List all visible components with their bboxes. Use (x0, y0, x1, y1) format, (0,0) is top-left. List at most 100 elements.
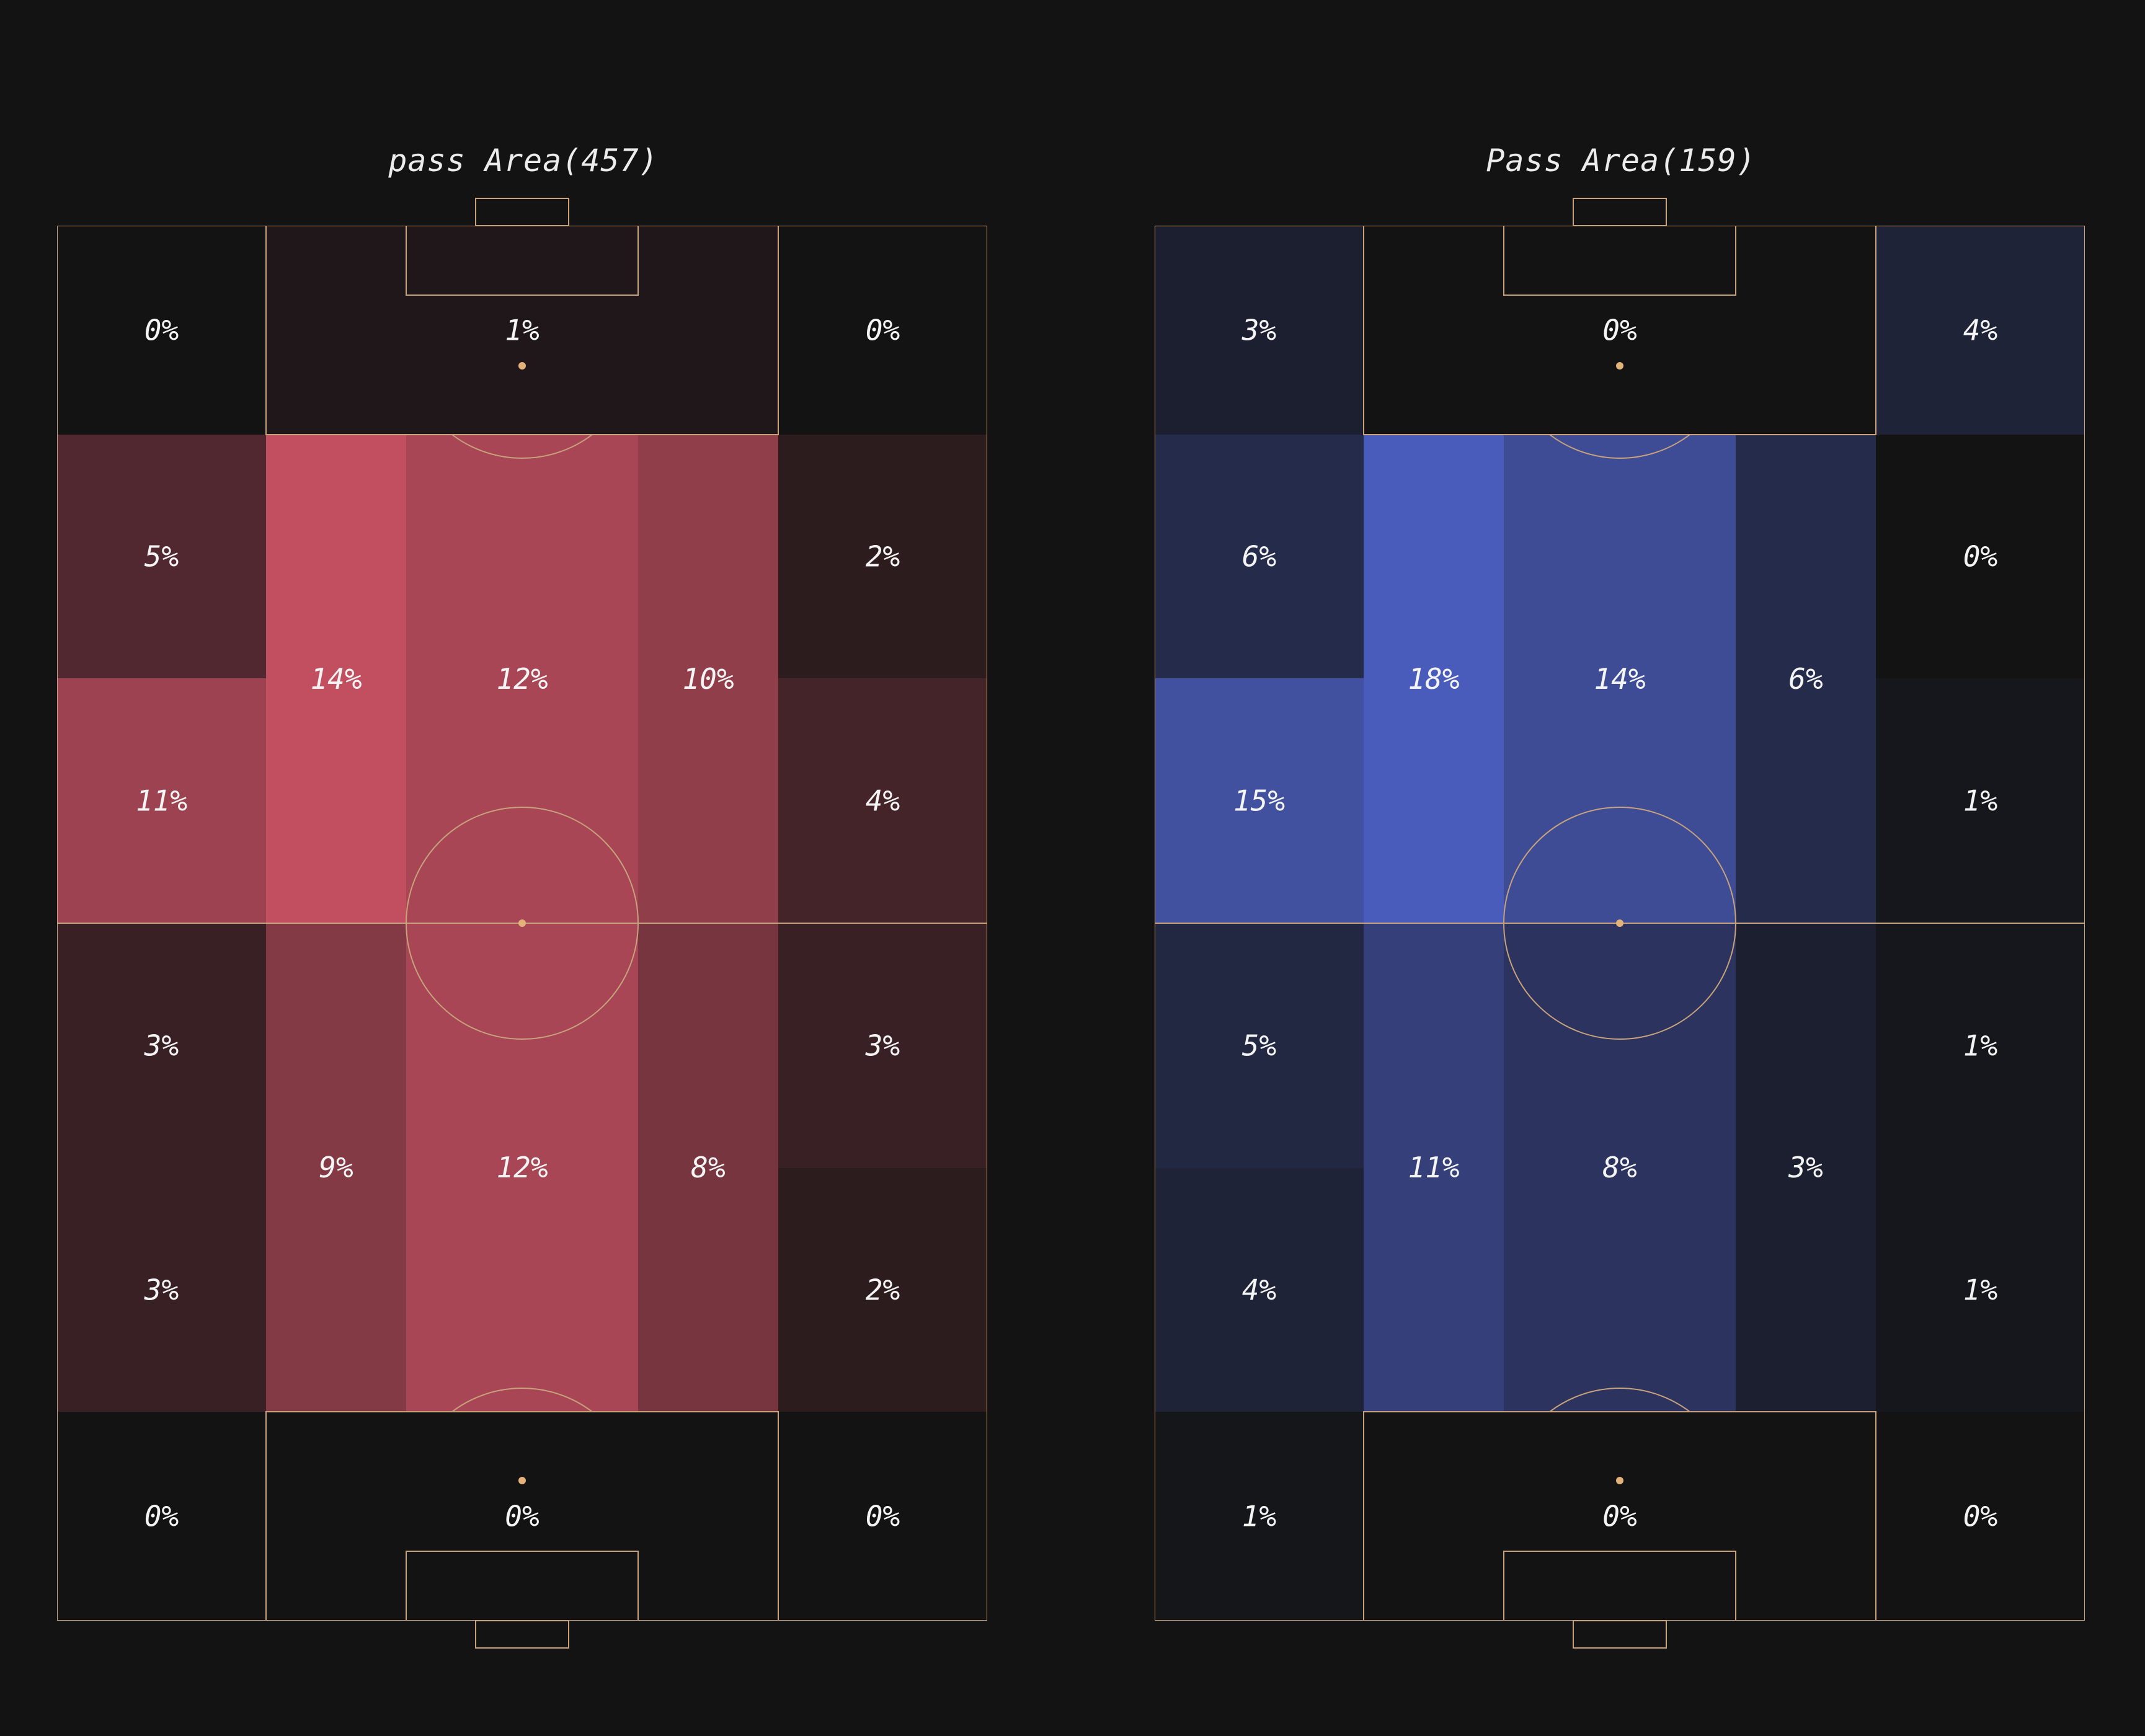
right-chart-title: Pass Area(159) (1486, 143, 1756, 179)
heatmap-zone (57, 435, 266, 678)
heatmap-zone (778, 923, 987, 1168)
heatmap-zone (266, 1412, 778, 1621)
heatmap-zone (1155, 226, 1364, 435)
zone-percent-label: 11% (1408, 1151, 1459, 1184)
zone-percent-label: 3% (144, 1029, 179, 1063)
heatmap-zone (266, 226, 778, 435)
heatmap-zone (638, 923, 778, 1412)
zone-percent-label: 1% (1963, 1273, 1997, 1307)
heatmap-zone (266, 435, 406, 923)
zone-percent-label: 1% (505, 314, 539, 347)
heatmap-zone (406, 435, 638, 923)
zone-percent-label: 4% (866, 784, 900, 818)
zone-percent-label: 0% (1602, 314, 1637, 347)
zone-percent-label: 0% (1963, 540, 1997, 574)
zone-percent-label: 12% (496, 1151, 548, 1184)
penalty-box-top (1363, 226, 1876, 435)
zone-percent-label: 9% (319, 1151, 353, 1184)
zone-percent-label: 8% (691, 1151, 725, 1184)
heatmap-zone (266, 923, 406, 1412)
zone-percent-label: 8% (1602, 1151, 1637, 1184)
heatmap-zone (778, 435, 987, 678)
zone-percent-label: 18% (1408, 662, 1459, 696)
heatmap-zone (1736, 923, 1876, 1412)
penalty-spot-bottom (1616, 1477, 1623, 1484)
goal-top (475, 198, 569, 226)
six-yard-box-bottom (1503, 1551, 1736, 1621)
zone-percent-label: 0% (1963, 1500, 1997, 1533)
penalty-spot-bottom (518, 1477, 526, 1484)
heatmap-zone (1364, 435, 1504, 923)
center-spot (518, 919, 526, 927)
six-yard-box-bottom (406, 1551, 639, 1621)
heatmap-zone (1876, 226, 2085, 435)
heatmap-zone (1364, 1412, 1876, 1621)
heatmap-zone (1876, 1412, 2085, 1621)
zone-percent-label: 0% (505, 1500, 539, 1533)
zone-percent-label: 0% (866, 314, 900, 347)
zone-percent-label: 2% (866, 1273, 900, 1307)
zone-percent-label: 0% (866, 1500, 900, 1533)
six-yard-box-top (1503, 226, 1736, 296)
zone-percent-label: 3% (865, 1029, 900, 1063)
zone-percent-label: 6% (1242, 540, 1276, 574)
heatmap-zone (57, 1412, 266, 1621)
zone-percent-label: 0% (144, 1500, 179, 1533)
zone-percent-label: 3% (1241, 314, 1276, 347)
heatmap-zone (57, 923, 266, 1168)
heatmap-zone (1736, 435, 1876, 923)
center-circle (406, 807, 639, 1040)
zone-percent-label: 6% (1788, 662, 1823, 696)
heatmap-zone (1504, 923, 1736, 1412)
heatmap-zone (57, 1168, 266, 1412)
zone-percent-label: 0% (144, 314, 179, 347)
zone-percent-label: 1% (1963, 1029, 1997, 1063)
heatmap-zone (1155, 923, 1364, 1168)
heatmap-zone (778, 226, 987, 435)
six-yard-box-top (406, 226, 639, 296)
heatmap-zone (638, 435, 778, 923)
heatmap-zone (57, 226, 266, 435)
heatmap-zone (1155, 435, 1364, 678)
zone-percent-label: 4% (1963, 314, 1997, 347)
heatmap-zone (1364, 923, 1504, 1412)
penalty-spot-top (1616, 362, 1623, 370)
heatmap-zone (1876, 1168, 2085, 1412)
penalty-arc-top (1549, 434, 1690, 459)
goal-top (1573, 198, 1667, 226)
zone-percent-label: 1% (1242, 1500, 1276, 1533)
zone-percent-label: 10% (682, 662, 734, 696)
heatmap-zone (778, 678, 987, 923)
heatmap-zone (1364, 226, 1876, 435)
penalty-arc-bottom (1549, 1387, 1690, 1412)
left-pitch-heatmap: 0% 1% 0% 5% 14% 12% 10% 2% 11% 4% 3% 9% 12% 8% 3% 3% 2% 0… (57, 198, 987, 1649)
right-pitch-heatmap: 3% 0% 4% 6% 18% 14% 6% 0% 15% 1% 5% 11% 8% 3% 1% 4% 1% 1%… (1155, 198, 2085, 1649)
penalty-arc-top (451, 434, 593, 459)
zone-percent-label: 11% (136, 784, 187, 818)
zone-percent-label: 3% (144, 1273, 179, 1307)
heatmap-zone (778, 1168, 987, 1412)
penalty-box-bottom (265, 1411, 779, 1621)
center-circle (1503, 807, 1736, 1040)
zone-percent-label: 5% (144, 540, 179, 574)
penalty-spot-top (518, 362, 526, 370)
penalty-arc-bottom (451, 1387, 593, 1412)
left-chart-title: pass Area(457) (388, 143, 659, 179)
goal-bottom (1573, 1620, 1667, 1649)
penalty-box-bottom (1363, 1411, 1876, 1621)
heatmap-zone (406, 923, 638, 1412)
zone-percent-label: 14% (310, 662, 362, 696)
heatmap-zone (1155, 1168, 1364, 1412)
zone-percent-label: 15% (1233, 784, 1285, 818)
goal-bottom (475, 1620, 569, 1649)
heatmap-zone (1155, 1412, 1364, 1621)
center-spot (1616, 919, 1623, 927)
zone-percent-label: 5% (1242, 1029, 1276, 1063)
zone-percent-label: 0% (1602, 1500, 1637, 1533)
zone-percent-label: 4% (1242, 1273, 1276, 1307)
heatmap-zone (57, 678, 266, 923)
zone-percent-label: 3% (1788, 1151, 1823, 1184)
zone-percent-label: 14% (1594, 662, 1645, 696)
pitch-markings (57, 198, 987, 1649)
